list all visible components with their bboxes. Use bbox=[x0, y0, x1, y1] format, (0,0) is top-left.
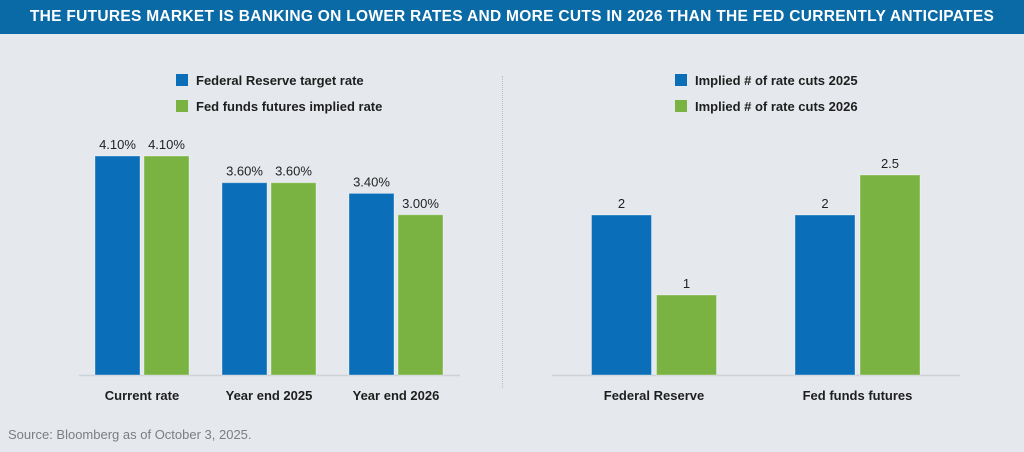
x-tick-label: Year end 2025 bbox=[226, 388, 313, 403]
bar-blue bbox=[794, 214, 856, 376]
bar-blue bbox=[94, 155, 141, 376]
x-tick-label: Current rate bbox=[105, 388, 179, 403]
legend-item-cuts-2025: Implied # of rate cuts 2025 bbox=[675, 67, 858, 93]
bar-green bbox=[859, 174, 921, 376]
legend-label: Federal Reserve target rate bbox=[196, 72, 364, 88]
data-label: 3.00% bbox=[402, 196, 439, 211]
legend-swatch-blue bbox=[176, 74, 188, 86]
legend-label: Implied # of rate cuts 2025 bbox=[695, 72, 858, 88]
x-tick-label: Federal Reserve bbox=[604, 388, 704, 403]
bar-green bbox=[270, 182, 317, 376]
data-label: 2 bbox=[821, 196, 828, 211]
x-tick-label: Year end 2026 bbox=[353, 388, 440, 403]
data-label: 3.40% bbox=[353, 174, 390, 189]
data-label: 3.60% bbox=[226, 164, 263, 179]
chart-title: THE FUTURES MARKET IS BANKING ON LOWER R… bbox=[0, 0, 1024, 34]
legend-item-fed-target-rate: Federal Reserve target rate bbox=[176, 67, 382, 93]
legend-label: Implied # of rate cuts 2026 bbox=[695, 98, 858, 114]
source-note: Source: Bloomberg as of October 3, 2025. bbox=[8, 427, 252, 442]
bar-blue bbox=[221, 182, 268, 376]
data-label: 4.10% bbox=[99, 137, 136, 152]
legend-swatch-blue bbox=[675, 74, 687, 86]
legend-item-futures-implied-rate: Fed funds futures implied rate bbox=[176, 93, 382, 119]
bar-green bbox=[143, 155, 190, 376]
legend-left: Federal Reserve target rate Fed funds fu… bbox=[176, 67, 382, 119]
data-label: 2 bbox=[618, 196, 625, 211]
bar-green bbox=[656, 294, 717, 376]
data-label: 4.10% bbox=[148, 137, 185, 152]
legend-label: Fed funds futures implied rate bbox=[196, 98, 383, 114]
data-label: 3.60% bbox=[275, 164, 312, 179]
chart-divider bbox=[502, 76, 503, 388]
x-tick-label: Fed funds futures bbox=[803, 388, 913, 403]
legend-item-cuts-2026: Implied # of rate cuts 2026 bbox=[675, 93, 858, 119]
legend-right: Implied # of rate cuts 2025 Implied # of… bbox=[675, 67, 858, 119]
bar-blue bbox=[348, 192, 395, 376]
bar-green bbox=[397, 214, 444, 376]
data-label: 1 bbox=[683, 276, 690, 291]
data-label: 2.5 bbox=[881, 156, 899, 171]
legend-swatch-green bbox=[675, 100, 687, 112]
legend-swatch-green bbox=[176, 100, 188, 112]
bar-blue bbox=[591, 214, 652, 376]
